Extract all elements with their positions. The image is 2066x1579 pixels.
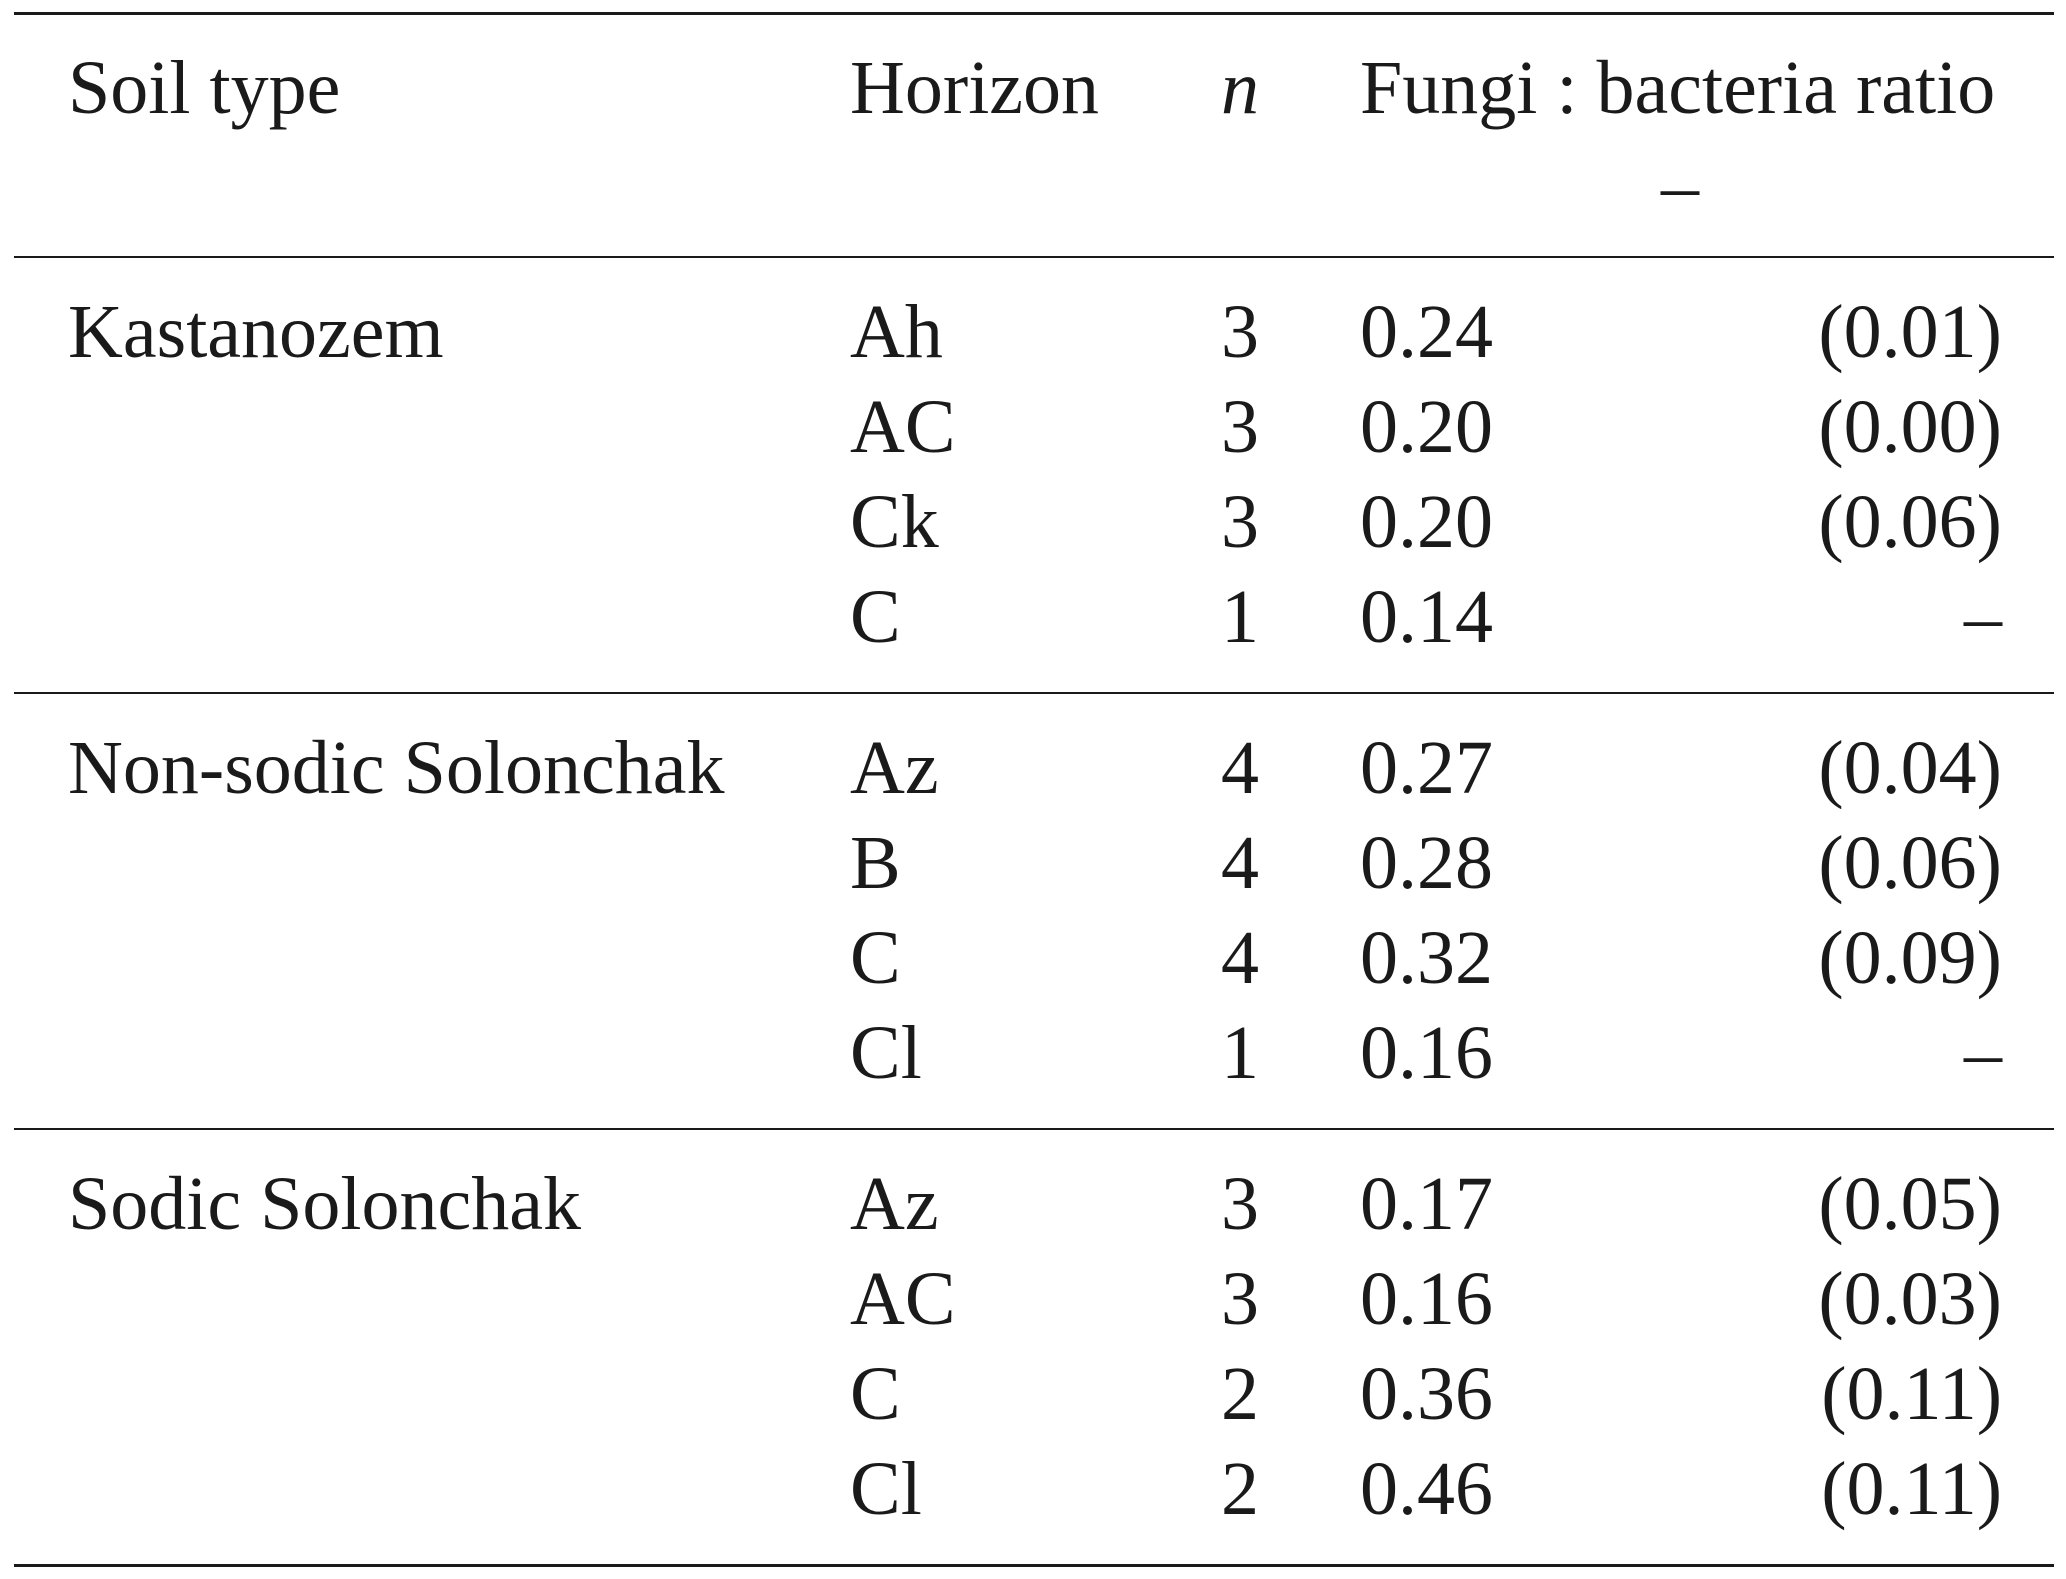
horizon-cell: C xyxy=(850,916,901,1000)
n-cell: 4 xyxy=(1221,916,1259,1000)
horizon-cell: Az xyxy=(850,1162,939,1246)
sd-cell: (0.04) xyxy=(1818,726,2002,810)
ratio-cell: 0.24 xyxy=(1360,290,1493,374)
ratio-cell: 0.46 xyxy=(1360,1447,1493,1531)
sd-cell: (0.09) xyxy=(1818,916,2002,1000)
ratio-cell: 0.20 xyxy=(1360,480,1493,564)
soil-type-label: Non-sodic Solonchak xyxy=(68,726,725,810)
horizon-cell: AC xyxy=(850,1257,956,1341)
n-cell: 2 xyxy=(1221,1447,1259,1531)
ratio-cell: 0.14 xyxy=(1360,575,1493,659)
header-soil-type: Soil type xyxy=(68,46,341,130)
n-cell: 3 xyxy=(1221,480,1259,564)
horizon-cell: C xyxy=(850,1352,901,1436)
sd-cell: (0.11) xyxy=(1821,1447,2002,1531)
header-unit: – xyxy=(1661,144,1699,228)
horizon-cell: C xyxy=(850,575,901,659)
n-cell: 2 xyxy=(1221,1352,1259,1436)
n-cell: 3 xyxy=(1221,1162,1259,1246)
ratio-cell: 0.20 xyxy=(1360,385,1493,469)
ratio-cell: 0.36 xyxy=(1360,1352,1493,1436)
n-cell: 3 xyxy=(1221,1257,1259,1341)
ratio-cell: 0.32 xyxy=(1360,916,1493,1000)
header-horizon: Horizon xyxy=(850,46,1100,130)
sd-cell: (0.05) xyxy=(1818,1162,2002,1246)
group-rule-2 xyxy=(14,1128,2054,1130)
horizon-cell: Az xyxy=(850,726,939,810)
top-rule xyxy=(14,12,2054,15)
horizon-cell: AC xyxy=(850,385,956,469)
soil-type-label: Sodic Solonchak xyxy=(68,1162,581,1246)
header-n: n xyxy=(1221,46,1259,130)
header-ratio: Fungi : bacteria ratio xyxy=(1360,46,1996,130)
horizon-cell: Cl xyxy=(850,1447,922,1531)
horizon-cell: Ck xyxy=(850,480,939,564)
n-cell: 1 xyxy=(1221,575,1259,659)
sd-cell: – xyxy=(1964,1011,2002,1095)
horizon-cell: Cl xyxy=(850,1011,922,1095)
sd-cell: (0.11) xyxy=(1821,1352,2002,1436)
sd-cell: (0.03) xyxy=(1818,1257,2002,1341)
n-cell: 4 xyxy=(1221,821,1259,905)
n-cell: 3 xyxy=(1221,290,1259,374)
sd-cell: (0.06) xyxy=(1818,821,2002,905)
ratio-cell: 0.27 xyxy=(1360,726,1493,810)
horizon-cell: B xyxy=(850,821,901,905)
ratio-cell: 0.16 xyxy=(1360,1257,1493,1341)
ratio-cell: 0.28 xyxy=(1360,821,1493,905)
sd-cell: – xyxy=(1964,575,2002,659)
sd-cell: (0.06) xyxy=(1818,480,2002,564)
bottom-rule xyxy=(14,1564,2054,1567)
n-cell: 4 xyxy=(1221,726,1259,810)
ratio-cell: 0.17 xyxy=(1360,1162,1493,1246)
sd-cell: (0.01) xyxy=(1818,290,2002,374)
ratio-cell: 0.16 xyxy=(1360,1011,1493,1095)
n-cell: 1 xyxy=(1221,1011,1259,1095)
group-rule-1 xyxy=(14,692,2054,694)
horizon-cell: Ah xyxy=(850,290,943,374)
sd-cell: (0.00) xyxy=(1818,385,2002,469)
soil-type-label: Kastanozem xyxy=(68,290,444,374)
header-rule xyxy=(14,256,2054,258)
n-cell: 3 xyxy=(1221,385,1259,469)
